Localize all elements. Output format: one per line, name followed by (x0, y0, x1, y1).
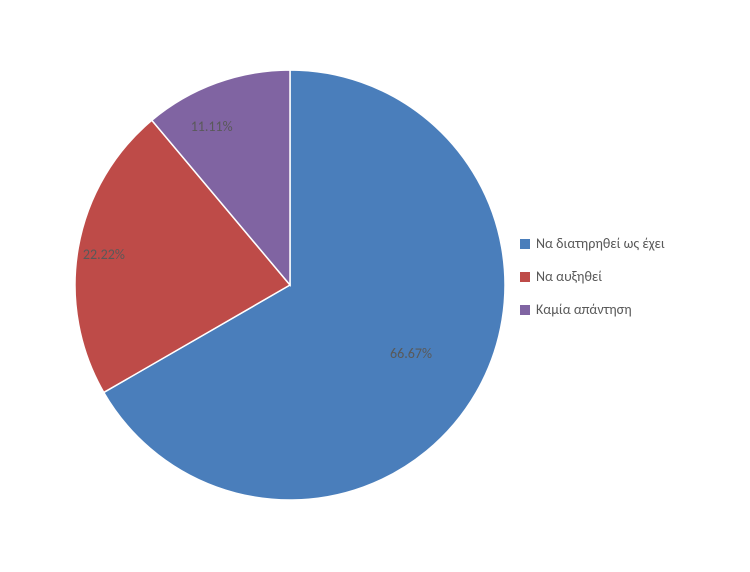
slice-value-label: 22.22% (83, 246, 125, 263)
legend-label: Να αυξηθεί (536, 268, 602, 285)
slice-value-label: 11.11% (191, 118, 233, 135)
legend-item: Να αυξηθεί (520, 268, 665, 285)
legend-swatch (520, 305, 530, 315)
legend: Να διατηρηθεί ως έχει Να αυξηθεί Καμία α… (520, 235, 665, 318)
pie-chart: 66.67% 22.22% 11.11% (60, 50, 520, 525)
legend-label: Να διατηρηθεί ως έχει (536, 235, 665, 252)
legend-label: Καμία απάντηση (536, 301, 632, 318)
slice-value-label: 66.67% (390, 345, 432, 362)
legend-item: Καμία απάντηση (520, 301, 665, 318)
chart-container: 66.67% 22.22% 11.11% Να διατηρηθεί ως έχει… (0, 0, 750, 572)
legend-swatch (520, 272, 530, 282)
legend-item: Να διατηρηθεί ως έχει (520, 235, 665, 252)
legend-swatch (520, 239, 530, 249)
